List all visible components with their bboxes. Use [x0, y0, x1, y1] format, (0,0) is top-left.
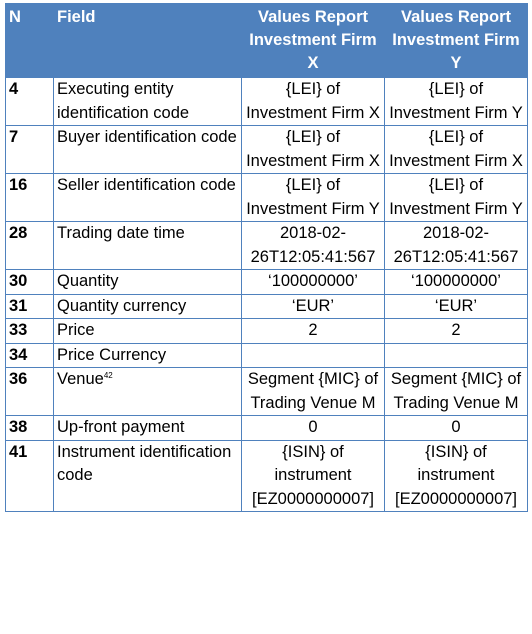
table-row: 31 Quantity currency ‘EUR’ ‘EUR’: [5, 293, 528, 319]
table-row: 7 Buyer identification code {LEI} of Inves…: [5, 125, 528, 174]
header-values-x: Values Report Investment Firm X: [241, 3, 385, 78]
value-firm-x: ‘100000000’: [241, 269, 385, 295]
field-name: Price: [57, 321, 95, 339]
value-firm-x: {LEI} of Investment Firm Y: [241, 173, 385, 222]
field-name-cell: Seller identification code: [53, 173, 242, 222]
field-name: Instrument identification code: [57, 442, 232, 485]
value-firm-y: {ISIN} of instrument [EZ0000000007]: [384, 439, 528, 512]
field-name: Trading date time: [57, 224, 185, 242]
table-row: 38 Up-front payment 0 0: [5, 415, 528, 441]
values-report-table: N Field Values Report Investment Firm X …: [5, 3, 528, 512]
table-row: 4 Executing entity identification code {LE…: [5, 77, 528, 126]
field-name: Venue: [57, 370, 104, 388]
row-number: 4: [5, 77, 54, 126]
header-n: N: [5, 3, 54, 78]
value-firm-x: Segment {MIC} of Trading Venue M: [241, 367, 385, 416]
value-firm-x: ‘EUR’: [241, 293, 385, 319]
value-firm-y: 2018-02-26T12:05:41:567: [384, 221, 528, 270]
header-field: Field: [53, 3, 242, 78]
row-number: 30: [5, 269, 54, 295]
field-name-cell: Instrument identification code: [53, 439, 242, 512]
value-firm-y: 2: [384, 318, 528, 344]
value-firm-x: {LEI} of Investment Firm X: [241, 125, 385, 174]
field-name-cell: Venue42: [53, 367, 242, 416]
table-row: 16 Seller identification code {LEI} of Inv…: [5, 173, 528, 222]
field-name: Buyer identification code: [57, 128, 237, 146]
field-name: Up-front payment: [57, 418, 185, 436]
field-name-cell: Trading date time: [53, 221, 242, 270]
row-number: 7: [5, 125, 54, 174]
table-row: 34 Price Currency: [5, 342, 528, 368]
row-number: 16: [5, 173, 54, 222]
field-name-cell: Quantity: [53, 269, 242, 295]
field-name-cell: Buyer identification code: [53, 125, 242, 174]
value-firm-y: Segment {MIC} of Trading Venue M: [384, 367, 528, 416]
field-name-cell: Quantity currency: [53, 293, 242, 319]
field-name-cell: Executing entity identification code: [53, 77, 242, 126]
value-firm-y: 0: [384, 415, 528, 441]
table-header: N Field Values Report Investment Firm X …: [5, 3, 528, 78]
field-name-cell: Price Currency: [53, 342, 242, 368]
field-name-cell: Up-front payment: [53, 415, 242, 441]
value-firm-y: ‘100000000’: [384, 269, 528, 295]
row-number: 36: [5, 367, 54, 416]
value-firm-x: 2: [241, 318, 385, 344]
field-name: Quantity currency: [57, 296, 187, 315]
value-firm-y: ‘EUR’: [384, 293, 528, 319]
row-number: 33: [5, 318, 54, 344]
row-number: 28: [5, 221, 54, 270]
table-row: 28 Trading date time 2018-02-26T12:05:41:5…: [5, 221, 528, 270]
field-name: Executing entity identification code: [57, 80, 190, 122]
row-number: 38: [5, 415, 54, 441]
row-number: 31: [5, 293, 54, 319]
table-row: 30 Quantity ‘100000000’ ‘100000000’: [5, 269, 528, 295]
row-number: 41: [5, 439, 54, 512]
field-name: Seller identification code: [57, 176, 236, 194]
value-firm-y: {LEI} of Investment Firm Y: [384, 77, 528, 126]
value-firm-y: {LEI} of Investment Firm Y: [384, 173, 528, 222]
field-name: Quantity: [57, 272, 119, 290]
value-firm-y: [384, 342, 528, 368]
value-firm-x: [241, 342, 385, 368]
value-firm-x: {ISIN} of instrument [EZ0000000007]: [241, 439, 385, 512]
field-name-cell: Price: [53, 318, 242, 344]
table-row: 33 Price 2 2: [5, 318, 528, 344]
field-name: Price Currency: [57, 345, 167, 364]
header-values-y: Values Report Investment Firm Y: [384, 3, 528, 78]
value-firm-x: 0: [241, 415, 385, 441]
value-firm-y: {LEI} of Investment Firm X: [384, 125, 528, 174]
value-firm-x: 2018-02-26T12:05:41:567: [241, 221, 385, 270]
table-row: 41 Instrument identification code {ISIN} o…: [5, 439, 528, 512]
table-body: 4 Executing entity identification code {LE…: [5, 77, 528, 512]
table-row: 36 Venue42 Segment {MIC} of Trading Venue …: [5, 367, 528, 416]
footnote-marker: 42: [103, 371, 113, 380]
row-number: 34: [5, 342, 54, 368]
header-row: N Field Values Report Investment Firm X …: [5, 3, 528, 78]
value-firm-x: {LEI} of Investment Firm X: [241, 77, 385, 126]
